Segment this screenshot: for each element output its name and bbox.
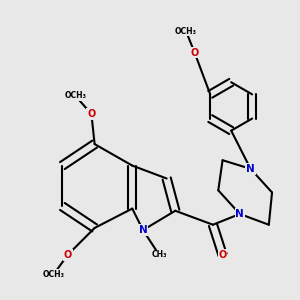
Text: N: N [246, 164, 255, 174]
Text: N: N [139, 225, 147, 235]
Text: OCH₃: OCH₃ [175, 27, 197, 36]
Text: OCH₃: OCH₃ [64, 91, 86, 100]
Text: OCH₃: OCH₃ [43, 270, 65, 279]
Text: O: O [64, 250, 72, 260]
Text: O: O [190, 48, 199, 58]
Text: O: O [218, 250, 227, 260]
Text: N: N [236, 209, 244, 219]
Text: O: O [87, 109, 95, 119]
Text: CH₃: CH₃ [152, 250, 167, 259]
